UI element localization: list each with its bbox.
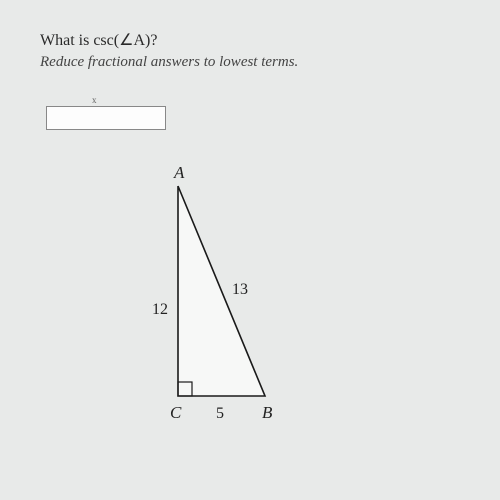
vertex-C-label: C <box>170 403 182 422</box>
angle-vertex: A <box>133 32 145 49</box>
answer-input-area: x <box>46 95 460 130</box>
vertex-A-label: A <box>173 166 185 182</box>
question-line: What is csc(∠A)? <box>40 30 460 50</box>
question-mark: ? <box>150 32 157 49</box>
side-AC-label: 12 <box>152 301 168 318</box>
triangle-svg: A C B 12 13 5 <box>130 166 320 436</box>
vertex-B-label: B <box>262 403 273 422</box>
question-func: csc <box>93 32 113 49</box>
angle-symbol: ∠ <box>119 32 133 49</box>
side-CB-label: 5 <box>216 405 224 422</box>
answer-input[interactable] <box>46 106 166 130</box>
instruction-text: Reduce fractional answers to lowest term… <box>40 54 460 71</box>
side-AB-label: 13 <box>232 281 248 298</box>
question-prefix: What is <box>40 32 93 49</box>
input-superscript-mark: x <box>92 95 460 105</box>
triangle-diagram: A C B 12 13 5 <box>130 166 460 436</box>
